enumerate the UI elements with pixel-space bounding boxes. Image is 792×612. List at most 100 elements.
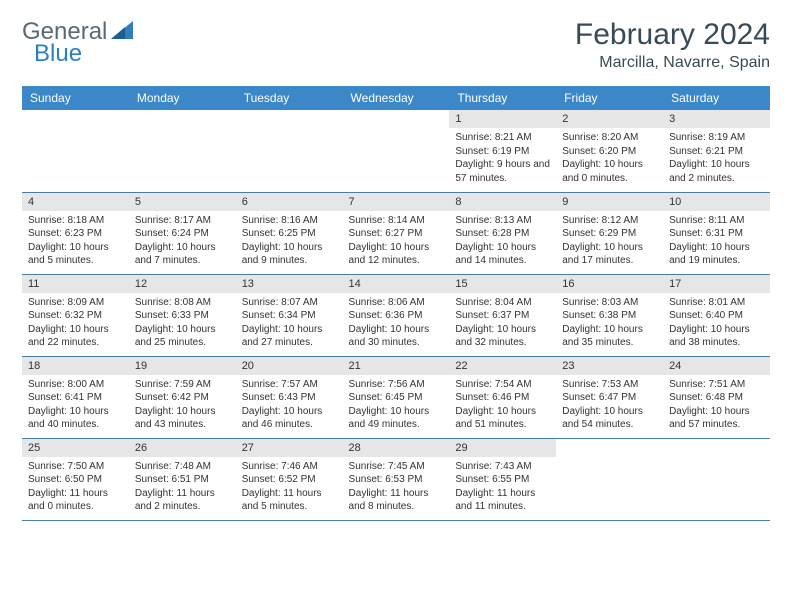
day-content: Sunrise: 7:53 AMSunset: 6:47 PMDaylight:… [556,375,663,438]
calendar-cell: 29Sunrise: 7:43 AMSunset: 6:55 PMDayligh… [449,438,556,520]
day-header-tuesday: Tuesday [236,86,343,110]
sunset-text: Sunset: 6:32 PM [28,309,123,323]
sunrise-text: Sunrise: 8:00 AM [28,378,123,392]
daylight-text: Daylight: 10 hours and 38 minutes. [669,323,764,350]
day-number: 24 [663,357,770,375]
sunset-text: Sunset: 6:31 PM [669,227,764,241]
daylight-text: Daylight: 10 hours and 9 minutes. [242,241,337,268]
calendar-cell: 21Sunrise: 7:56 AMSunset: 6:45 PMDayligh… [343,356,450,438]
sunset-text: Sunset: 6:20 PM [562,145,657,159]
calendar-cell: 27Sunrise: 7:46 AMSunset: 6:52 PMDayligh… [236,438,343,520]
day-content: Sunrise: 8:19 AMSunset: 6:21 PMDaylight:… [663,128,770,191]
calendar-cell: 1Sunrise: 8:21 AMSunset: 6:19 PMDaylight… [449,110,556,192]
sunset-text: Sunset: 6:27 PM [349,227,444,241]
sunset-text: Sunset: 6:55 PM [455,473,550,487]
daylight-text: Daylight: 10 hours and 40 minutes. [28,405,123,432]
day-header-wednesday: Wednesday [343,86,450,110]
sunset-text: Sunset: 6:50 PM [28,473,123,487]
calendar-cell: 7Sunrise: 8:14 AMSunset: 6:27 PMDaylight… [343,192,450,274]
day-header-row: SundayMondayTuesdayWednesdayThursdayFrid… [22,86,770,110]
daylight-text: Daylight: 10 hours and 2 minutes. [669,158,764,185]
calendar-cell: 11Sunrise: 8:09 AMSunset: 6:32 PMDayligh… [22,274,129,356]
daylight-text: Daylight: 11 hours and 0 minutes. [28,487,123,514]
calendar-cell [236,110,343,192]
sunrise-text: Sunrise: 8:13 AM [455,214,550,228]
calendar-cell: 14Sunrise: 8:06 AMSunset: 6:36 PMDayligh… [343,274,450,356]
daylight-text: Daylight: 10 hours and 7 minutes. [135,241,230,268]
daylight-text: Daylight: 10 hours and 25 minutes. [135,323,230,350]
calendar-cell: 6Sunrise: 8:16 AMSunset: 6:25 PMDaylight… [236,192,343,274]
day-header-sunday: Sunday [22,86,129,110]
daylight-text: Daylight: 10 hours and 35 minutes. [562,323,657,350]
daylight-text: Daylight: 10 hours and 22 minutes. [28,323,123,350]
sunrise-text: Sunrise: 8:11 AM [669,214,764,228]
sunrise-text: Sunrise: 7:51 AM [669,378,764,392]
day-content: Sunrise: 8:13 AMSunset: 6:28 PMDaylight:… [449,211,556,274]
calendar-cell: 20Sunrise: 7:57 AMSunset: 6:43 PMDayligh… [236,356,343,438]
day-content: Sunrise: 8:11 AMSunset: 6:31 PMDaylight:… [663,211,770,274]
day-content: Sunrise: 8:16 AMSunset: 6:25 PMDaylight:… [236,211,343,274]
calendar-cell: 12Sunrise: 8:08 AMSunset: 6:33 PMDayligh… [129,274,236,356]
calendar-week-row: 1Sunrise: 8:21 AMSunset: 6:19 PMDaylight… [22,110,770,192]
day-content: Sunrise: 8:08 AMSunset: 6:33 PMDaylight:… [129,293,236,356]
calendar-cell [343,110,450,192]
calendar-cell: 10Sunrise: 8:11 AMSunset: 6:31 PMDayligh… [663,192,770,274]
page-header: General February 2024 Marcilla, Navarre,… [22,18,770,72]
day-header-thursday: Thursday [449,86,556,110]
day-content: Sunrise: 8:20 AMSunset: 6:20 PMDaylight:… [556,128,663,191]
day-number: 25 [22,439,129,457]
day-content: Sunrise: 7:54 AMSunset: 6:46 PMDaylight:… [449,375,556,438]
sunrise-text: Sunrise: 8:19 AM [669,131,764,145]
calendar-cell: 5Sunrise: 8:17 AMSunset: 6:24 PMDaylight… [129,192,236,274]
sunset-text: Sunset: 6:42 PM [135,391,230,405]
day-content: Sunrise: 7:46 AMSunset: 6:52 PMDaylight:… [236,457,343,520]
sunset-text: Sunset: 6:25 PM [242,227,337,241]
daylight-text: Daylight: 10 hours and 5 minutes. [28,241,123,268]
calendar-body: 1Sunrise: 8:21 AMSunset: 6:19 PMDaylight… [22,110,770,520]
day-number: 8 [449,193,556,211]
day-number: 26 [129,439,236,457]
daylight-text: Daylight: 9 hours and 57 minutes. [455,158,550,185]
day-content: Sunrise: 8:17 AMSunset: 6:24 PMDaylight:… [129,211,236,274]
sunset-text: Sunset: 6:19 PM [455,145,550,159]
calendar-cell: 26Sunrise: 7:48 AMSunset: 6:51 PMDayligh… [129,438,236,520]
calendar-cell [556,438,663,520]
day-content: Sunrise: 7:57 AMSunset: 6:43 PMDaylight:… [236,375,343,438]
sunrise-text: Sunrise: 8:08 AM [135,296,230,310]
brand-icon [111,21,133,44]
sunrise-text: Sunrise: 7:54 AM [455,378,550,392]
location-text: Marcilla, Navarre, Spain [575,54,770,72]
sunrise-text: Sunrise: 8:20 AM [562,131,657,145]
day-number: 18 [22,357,129,375]
daylight-text: Daylight: 10 hours and 12 minutes. [349,241,444,268]
calendar-cell: 19Sunrise: 7:59 AMSunset: 6:42 PMDayligh… [129,356,236,438]
sunrise-text: Sunrise: 8:06 AM [349,296,444,310]
daylight-text: Daylight: 10 hours and 27 minutes. [242,323,337,350]
title-block: February 2024 Marcilla, Navarre, Spain [575,18,770,72]
day-content: Sunrise: 8:04 AMSunset: 6:37 PMDaylight:… [449,293,556,356]
daylight-text: Daylight: 10 hours and 19 minutes. [669,241,764,268]
day-header-monday: Monday [129,86,236,110]
sunset-text: Sunset: 6:48 PM [669,391,764,405]
sunrise-text: Sunrise: 8:21 AM [455,131,550,145]
day-number: 4 [22,193,129,211]
day-content: Sunrise: 8:00 AMSunset: 6:41 PMDaylight:… [22,375,129,438]
calendar-cell: 3Sunrise: 8:19 AMSunset: 6:21 PMDaylight… [663,110,770,192]
calendar-cell: 15Sunrise: 8:04 AMSunset: 6:37 PMDayligh… [449,274,556,356]
calendar-cell: 17Sunrise: 8:01 AMSunset: 6:40 PMDayligh… [663,274,770,356]
day-content: Sunrise: 8:14 AMSunset: 6:27 PMDaylight:… [343,211,450,274]
sunrise-text: Sunrise: 7:56 AM [349,378,444,392]
sunrise-text: Sunrise: 7:53 AM [562,378,657,392]
sunrise-text: Sunrise: 8:03 AM [562,296,657,310]
sunset-text: Sunset: 6:43 PM [242,391,337,405]
sunset-text: Sunset: 6:24 PM [135,227,230,241]
calendar-cell: 8Sunrise: 8:13 AMSunset: 6:28 PMDaylight… [449,192,556,274]
daylight-text: Daylight: 11 hours and 5 minutes. [242,487,337,514]
calendar-cell: 25Sunrise: 7:50 AMSunset: 6:50 PMDayligh… [22,438,129,520]
daylight-text: Daylight: 10 hours and 30 minutes. [349,323,444,350]
calendar-cell [22,110,129,192]
calendar-week-row: 18Sunrise: 8:00 AMSunset: 6:41 PMDayligh… [22,356,770,438]
sunset-text: Sunset: 6:34 PM [242,309,337,323]
daylight-text: Daylight: 11 hours and 8 minutes. [349,487,444,514]
day-content: Sunrise: 8:07 AMSunset: 6:34 PMDaylight:… [236,293,343,356]
